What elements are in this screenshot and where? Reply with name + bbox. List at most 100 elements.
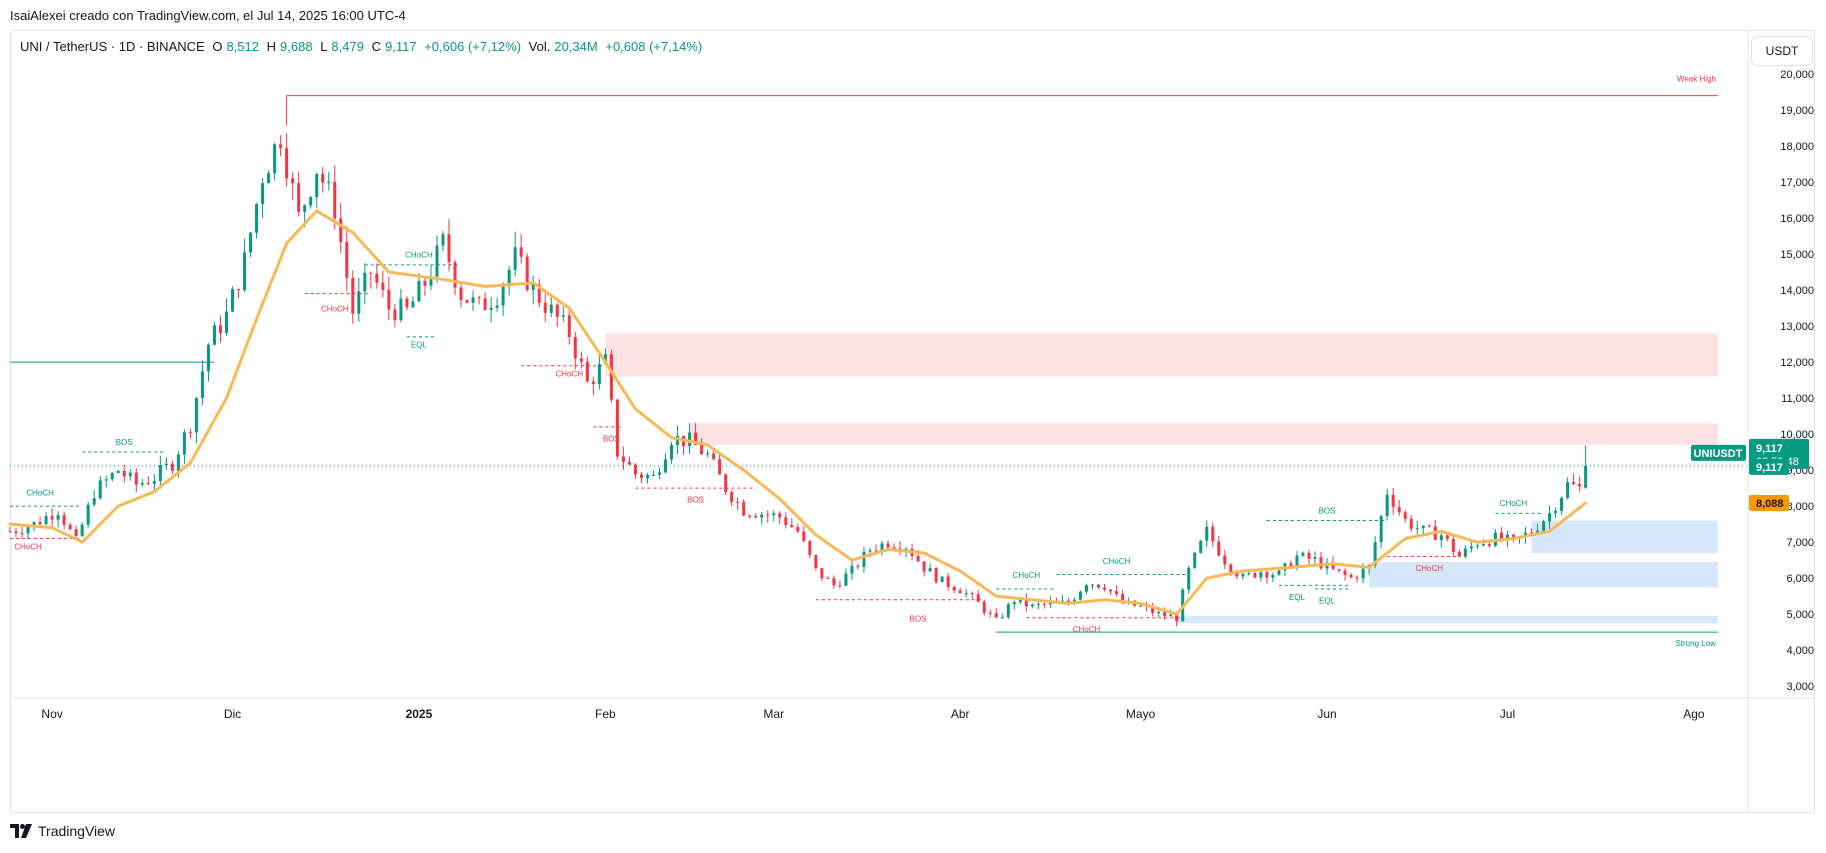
candle-body (1301, 552, 1305, 556)
candle-body (928, 568, 932, 572)
y-tick-label: 7,000 (1786, 537, 1814, 549)
candle-body (958, 590, 962, 594)
candle-body (1355, 577, 1359, 579)
candle-body (411, 301, 415, 308)
candle-body (1572, 482, 1576, 485)
candle-body (393, 309, 397, 321)
candle-body (387, 289, 391, 310)
candle-body (1036, 603, 1040, 605)
y-tick-label: 13,000 (1780, 321, 1814, 333)
candle-body (970, 593, 974, 595)
candle-body (856, 565, 860, 567)
candle-body (1030, 604, 1034, 607)
open-label: O (212, 39, 223, 54)
candle-body (700, 444, 704, 455)
structure-label: CHoCH (1103, 557, 1131, 566)
structure-label: CHoCH (556, 370, 584, 379)
candle-body (399, 298, 403, 321)
candle-body (1012, 602, 1016, 605)
structure-label: CHoCH (321, 305, 349, 314)
structure-label: BOS (116, 438, 133, 447)
candle-body (1121, 594, 1125, 604)
candle-body (1523, 532, 1527, 537)
candle-body (381, 282, 385, 290)
candle-body (1289, 563, 1293, 568)
currency-button[interactable]: USDT (1751, 36, 1813, 66)
candle-body (116, 470, 120, 474)
candle-body (345, 242, 349, 278)
candle-body (1427, 525, 1431, 527)
candle-body (279, 144, 283, 149)
candle-body (1548, 513, 1552, 522)
candle-body (1469, 546, 1473, 549)
candle-body (224, 311, 228, 333)
candle-body (808, 541, 812, 556)
structure-label: CHoCH (26, 488, 54, 497)
candle-body (748, 515, 752, 517)
candle-body (351, 277, 355, 314)
candle-body (886, 543, 890, 548)
structure-label: BOS (1319, 506, 1336, 515)
demand-zone (1531, 520, 1718, 553)
candle-body (92, 498, 96, 505)
y-tick-label: 4,000 (1786, 645, 1814, 657)
y-tick-label: 3,000 (1786, 681, 1814, 693)
candle-body (796, 527, 800, 532)
candle-body (1187, 567, 1191, 590)
symbol-label[interactable]: UNI / TetherUS · 1D · BINANCE (20, 39, 205, 54)
candle-body (513, 247, 517, 270)
candle-body (309, 197, 313, 206)
candle-body (1487, 544, 1491, 546)
candle-body (976, 594, 980, 602)
candle-body (579, 358, 583, 362)
candle-body (718, 459, 722, 475)
candle-body (1090, 584, 1094, 586)
candle-body (1078, 591, 1082, 600)
candle-body (363, 272, 367, 292)
candle-body (982, 601, 986, 613)
ema-line (8, 209, 1588, 616)
candle-body (44, 516, 48, 525)
candle-body (1175, 614, 1179, 622)
candle-body (212, 325, 216, 345)
candle-body (14, 531, 18, 533)
candle-body (122, 470, 126, 477)
candle-body (525, 256, 529, 290)
candle-body (20, 532, 24, 534)
candle-body (471, 297, 475, 303)
candle-body (1379, 516, 1383, 543)
x-tick-label: Feb (595, 707, 616, 721)
x-tick-label: Dic (224, 707, 241, 721)
candle-body (1566, 482, 1570, 498)
candle-body (712, 453, 716, 460)
candle-body (423, 280, 427, 286)
candle-body (405, 298, 409, 308)
candle-body (188, 432, 192, 434)
candle-body (441, 234, 445, 246)
candle-body (934, 568, 938, 583)
candle-body (1295, 555, 1299, 568)
close-label: C (371, 39, 381, 54)
structure-label: EQL (1319, 596, 1336, 605)
candle-body (1163, 611, 1167, 617)
candle-body (38, 522, 42, 525)
candle-body (826, 578, 830, 580)
candle-body (555, 304, 559, 317)
candle-body (760, 514, 764, 518)
candle-body (26, 527, 30, 534)
candle-body (243, 252, 247, 291)
candle-body (1223, 555, 1227, 565)
candle-body (477, 297, 481, 299)
y-tick-label: 11,000 (1781, 393, 1814, 405)
candle-body (80, 524, 84, 537)
candle-body (838, 585, 842, 587)
candle-body (1403, 512, 1407, 519)
candle-body (1337, 568, 1341, 571)
candle-body (543, 302, 547, 313)
candle-body (1265, 572, 1269, 578)
candle-body (1139, 605, 1143, 607)
structure-label: CHoCH (1415, 564, 1443, 573)
ema-tag-value: 8,088 (1756, 498, 1784, 510)
candle-body (507, 269, 511, 286)
